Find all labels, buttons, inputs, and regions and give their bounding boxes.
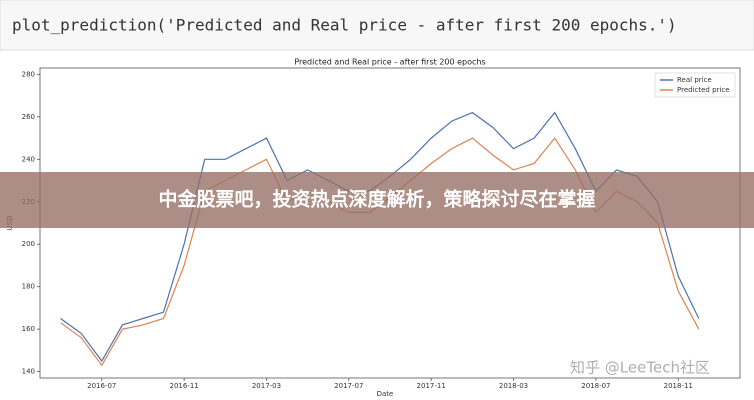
x-tick-label: 2018-07 bbox=[581, 382, 610, 390]
legend-box bbox=[654, 72, 736, 98]
x-tick-label: 2018-11 bbox=[664, 382, 693, 390]
y-tick-label: 280 bbox=[22, 70, 35, 78]
legend-label: Real price bbox=[677, 76, 712, 84]
legend-label: Predicted price bbox=[677, 86, 730, 94]
y-tick-label: 240 bbox=[22, 155, 35, 163]
x-tick-label: 2018-03 bbox=[499, 382, 528, 390]
x-tick-label: 2017-03 bbox=[252, 382, 281, 390]
x-axis-label: Date bbox=[377, 390, 394, 398]
chart-title: Predicted and Real price - after first 2… bbox=[294, 58, 485, 67]
x-tick-label: 2016-11 bbox=[169, 382, 198, 390]
price-line bbox=[60, 111, 700, 363]
y-tick-label: 200 bbox=[22, 240, 35, 248]
x-tick-label: 2017-07 bbox=[334, 382, 363, 390]
y-tick-label: 180 bbox=[22, 283, 35, 291]
x-tick-label: 2016-07 bbox=[87, 382, 116, 390]
watermark: 知乎 @LeeTech社区 bbox=[570, 359, 710, 377]
y-tick-label: 160 bbox=[22, 325, 35, 333]
code-cell bbox=[0, 0, 754, 51]
x-tick-label: 2017-11 bbox=[417, 382, 446, 390]
y-tick-label: 140 bbox=[22, 368, 35, 376]
code-text: plot_prediction('Predicted and Real pric… bbox=[12, 16, 677, 35]
y-tick-label: 260 bbox=[22, 113, 35, 121]
banner-text: 中金股票吧，投资热点深度解析，策略探讨尽在掌握 bbox=[158, 188, 595, 211]
banner bbox=[0, 172, 754, 228]
